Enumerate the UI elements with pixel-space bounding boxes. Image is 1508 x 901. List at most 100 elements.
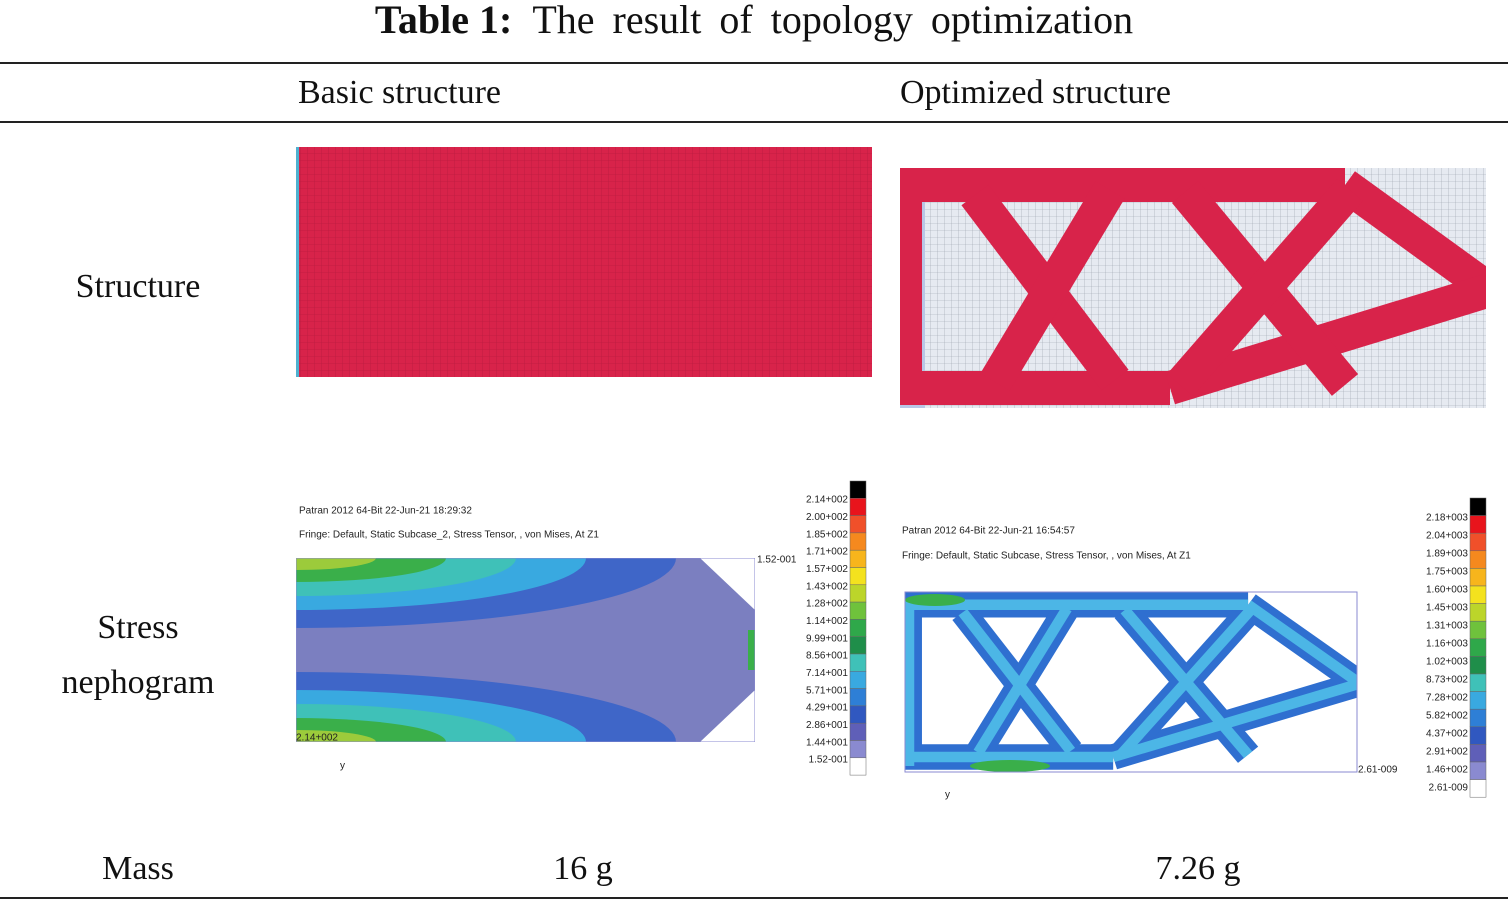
legend-swatch [849, 480, 867, 499]
legend-swatch [849, 601, 867, 620]
legend-swatch [1469, 603, 1487, 622]
legend-swatch [1469, 515, 1487, 534]
stress-hotspot [905, 594, 965, 606]
legend-label: 2.61-009 [1429, 783, 1469, 794]
mass-value: 16 g [553, 850, 613, 887]
legend-swatch [849, 515, 867, 534]
legend-swatch [1469, 779, 1487, 798]
plot-header: Patran 2012 64-Bit 22-Jun-21 18:29:32 [299, 506, 472, 517]
column-header: Basic structure [298, 74, 501, 111]
legend-label: 2.04+003 [1426, 531, 1468, 542]
title-label: Table 1: [374, 0, 513, 42]
legend-swatch [849, 619, 867, 637]
legend-swatch [849, 584, 867, 603]
legend-swatch [1469, 532, 1487, 552]
basic-structure-image [296, 147, 872, 377]
max-note: 2.14+002 [296, 733, 338, 744]
row-label: Stress nephogram [61, 609, 215, 701]
truss-member [980, 181, 1125, 391]
truss-core [1111, 678, 1357, 763]
legend-label: 9.99+001 [806, 633, 848, 644]
row-label: Mass [102, 850, 174, 887]
legend-label: 5.71+001 [806, 685, 848, 696]
legend-label: 1.02+003 [1426, 657, 1468, 668]
legend-swatch [1469, 708, 1487, 728]
truss-member [1167, 178, 1363, 397]
legend-label: 1.89+003 [1426, 549, 1468, 560]
legend-swatch [849, 722, 867, 741]
column-header: Optimized structure [900, 74, 1171, 111]
axis-label: y [340, 761, 345, 772]
legend-label: 2.86+001 [806, 720, 848, 731]
legend-swatch [1469, 761, 1487, 780]
legend-swatch [1469, 638, 1487, 657]
legend-label: 4.37+002 [1426, 729, 1468, 740]
basic-stress-image [296, 558, 755, 742]
min-note: 2.61-009 [1358, 765, 1398, 776]
optimized-structure-image [900, 168, 1486, 408]
legend-label: 2.18+003 [1426, 513, 1468, 524]
legend-swatch [1469, 726, 1487, 745]
optimized-stress-image [905, 592, 1357, 772]
legend-label: 1.16+003 [1426, 639, 1468, 650]
truss-member [1165, 273, 1486, 405]
legend-label: 1.71+002 [806, 547, 848, 558]
legend-swatch [849, 567, 867, 586]
truss-core [973, 605, 1072, 756]
legend-label: 1.44+001 [806, 737, 848, 748]
legend-swatch [849, 671, 867, 689]
legend-swatch [849, 653, 867, 672]
legend-swatch [1469, 691, 1487, 710]
legend-swatch [849, 532, 867, 551]
legend-label: 1.57+002 [806, 564, 848, 575]
legend-swatch [1469, 568, 1487, 587]
plot-header: Patran 2012 64-Bit 22-Jun-21 16:54:57 [902, 526, 1075, 537]
truss-core [1244, 600, 1357, 688]
legend-label: 1.28+002 [806, 599, 848, 610]
rule [0, 121, 1508, 123]
legend-label: 8.56+001 [806, 651, 848, 662]
legend-swatch [1469, 585, 1487, 604]
legend-label: 1.75+003 [1426, 567, 1468, 578]
legend-label: 1.52-001 [809, 755, 849, 766]
rule [0, 897, 1508, 899]
legend-swatch [849, 740, 867, 759]
mass-value: 7.26 g [1155, 850, 1241, 887]
legend-label: 2.91+002 [1426, 747, 1468, 758]
legend-label: 1.60+003 [1426, 585, 1468, 596]
truss-stress [905, 592, 1357, 770]
legend-label: 7.14+001 [806, 668, 848, 679]
stress-hotspot [970, 760, 1050, 772]
axis-label: y [945, 790, 950, 801]
legend-swatch [849, 549, 867, 568]
legend-label: 1.43+002 [806, 581, 848, 592]
legend-swatch [1469, 744, 1487, 763]
legend-swatch [1469, 620, 1487, 640]
legend-swatch [849, 688, 867, 707]
legend-label: 7.28+002 [1426, 693, 1468, 704]
legend-label: 1.14+002 [806, 616, 848, 627]
legend-swatch [849, 498, 867, 516]
legend-label: 1.46+002 [1426, 765, 1468, 776]
legend-label: 1.85+002 [806, 529, 848, 540]
legend-swatch [1469, 497, 1487, 516]
legend-label: 1.31+003 [1426, 621, 1468, 632]
table-title: Table 1: The result of topology optimiza… [0, 0, 1508, 43]
min-note: 1.52-001 [757, 555, 797, 566]
plot-frame [904, 591, 1358, 773]
legend-label: 2.14+002 [806, 495, 848, 506]
title-text: The result of topology optimization [532, 0, 1134, 42]
legend-label: 1.45+003 [1426, 603, 1468, 614]
plot-fringe: Fringe: Default, Static Subcase_2, Stres… [299, 530, 599, 541]
legend-swatch [849, 636, 867, 655]
legend-label: 5.82+002 [1426, 711, 1468, 722]
legend-swatch [1469, 550, 1487, 569]
legend-swatch [1469, 673, 1487, 692]
legend-label: 8.73+002 [1426, 675, 1468, 686]
truss-core [1116, 605, 1257, 759]
rule [0, 62, 1508, 64]
row-label: Structure [75, 268, 201, 305]
plot-fringe: Fringe: Default, Static Subcase, Stress … [902, 551, 1191, 562]
